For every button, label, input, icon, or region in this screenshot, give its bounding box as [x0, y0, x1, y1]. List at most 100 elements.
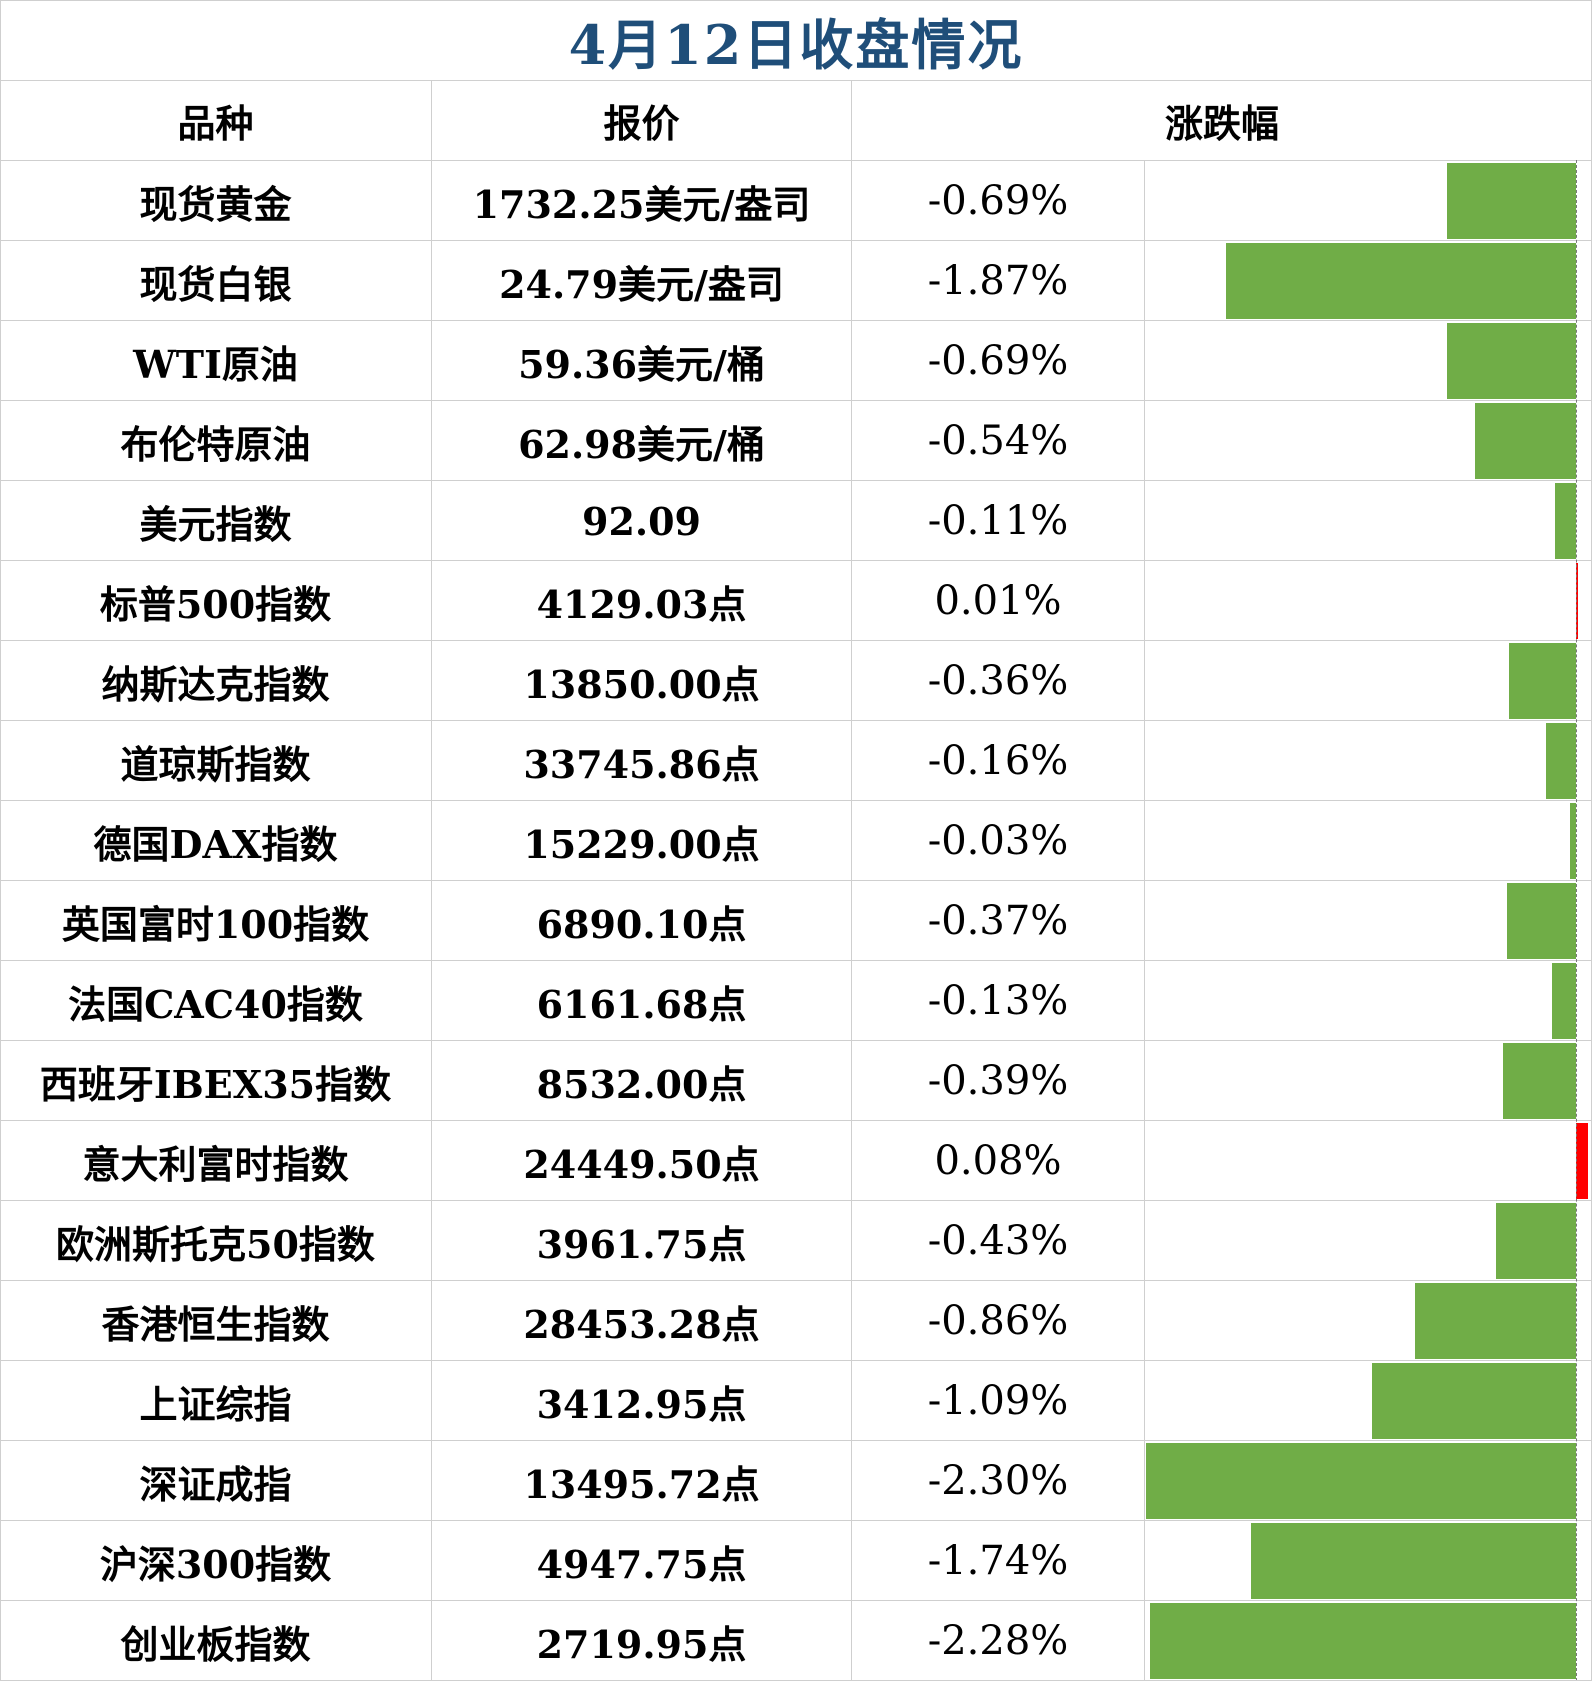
row-price: 4947.75点	[432, 1521, 852, 1601]
row-name: 道琼斯指数	[0, 721, 432, 801]
row-change-label: -0.43%	[852, 1201, 1145, 1281]
row-price: 62.98美元/桶	[432, 401, 852, 481]
row-price: 24.79美元/盎司	[432, 241, 852, 321]
header-change: 涨跌幅	[1164, 100, 1279, 146]
table-row: 德国DAX指数 15229.00点 -0.03%	[0, 800, 1592, 881]
change-bar-negative	[1475, 403, 1576, 479]
table-row: 美元指数 92.09 -0.11%	[0, 480, 1592, 561]
table-row: 标普500指数 4129.03点 0.01%	[0, 560, 1592, 641]
table-title: 4月12日收盘情况	[0, 0, 1592, 81]
change-bar-negative	[1226, 243, 1576, 319]
row-name: 现货黄金	[0, 161, 432, 241]
row-price: 6161.68点	[432, 961, 852, 1041]
row-price: 28453.28点	[432, 1281, 852, 1361]
table-row: 创业板指数 2719.95点 -2.28%	[0, 1600, 1592, 1681]
change-bar-negative	[1372, 1363, 1576, 1439]
table-row: WTI原油 59.36美元/桶 -0.69%	[0, 320, 1592, 401]
row-name: WTI原油	[0, 321, 432, 401]
change-bar-negative	[1555, 483, 1576, 559]
row-name: 德国DAX指数	[0, 801, 432, 881]
row-change-label: -0.13%	[852, 961, 1145, 1041]
row-name: 上证综指	[0, 1361, 432, 1441]
row-name: 意大利富时指数	[0, 1121, 432, 1201]
change-bar-negative	[1551, 963, 1576, 1039]
row-name: 布伦特原油	[0, 401, 432, 481]
change-bar-negative	[1149, 1603, 1576, 1679]
row-name: 创业板指数	[0, 1601, 432, 1681]
row-change-label: 0.08%	[852, 1121, 1145, 1201]
row-name: 纳斯达克指数	[0, 641, 432, 721]
table-row: 英国富时100指数 6890.10点 -0.37%	[0, 880, 1592, 961]
row-name: 英国富时100指数	[0, 881, 432, 961]
row-name: 深证成指	[0, 1441, 432, 1521]
change-bar-positive	[1576, 563, 1578, 639]
row-name: 欧洲斯托克50指数	[0, 1201, 432, 1281]
change-bar-negative	[1447, 323, 1576, 399]
row-change-label: -0.69%	[852, 321, 1145, 401]
row-change-label: 0.01%	[852, 561, 1145, 641]
row-price: 15229.00点	[432, 801, 852, 881]
change-bar-negative	[1146, 1443, 1576, 1519]
row-name: 现货白银	[0, 241, 432, 321]
table-row: 上证综指 3412.95点 -1.09%	[0, 1360, 1592, 1441]
header-name: 品种	[0, 80, 432, 160]
row-price: 13495.72点	[432, 1441, 852, 1521]
row-price: 3412.95点	[432, 1361, 852, 1441]
row-change-label: -0.11%	[852, 481, 1145, 561]
change-bar-negative	[1503, 1043, 1576, 1119]
row-price: 33745.86点	[432, 721, 852, 801]
row-change-label: -0.54%	[852, 401, 1145, 481]
change-bar-positive	[1576, 1123, 1588, 1199]
row-change-label: -0.03%	[852, 801, 1145, 881]
row-change-label: -0.39%	[852, 1041, 1145, 1121]
row-price: 92.09	[432, 481, 852, 561]
row-name: 美元指数	[0, 481, 432, 561]
row-name: 西班牙IBEX35指数	[0, 1041, 432, 1121]
row-change-label: -0.86%	[852, 1281, 1145, 1361]
row-price: 4129.03点	[432, 561, 852, 641]
row-change-label: -1.87%	[852, 241, 1145, 321]
table-row: 现货白银 24.79美元/盎司 -1.87%	[0, 240, 1592, 321]
table-row: 纳斯达克指数 13850.00点 -0.36%	[0, 640, 1592, 721]
row-price: 3961.75点	[432, 1201, 852, 1281]
row-price: 8532.00点	[432, 1041, 852, 1121]
row-price: 2719.95点	[432, 1601, 852, 1681]
change-bar-negative	[1546, 723, 1576, 799]
row-name: 标普500指数	[0, 561, 432, 641]
row-change-label: -0.36%	[852, 641, 1145, 721]
row-name: 法国CAC40指数	[0, 961, 432, 1041]
table-row: 沪深300指数 4947.75点 -1.74%	[0, 1520, 1592, 1601]
table-row: 欧洲斯托克50指数 3961.75点 -0.43%	[0, 1200, 1592, 1281]
row-price: 1732.25美元/盎司	[432, 161, 852, 241]
change-bar-negative	[1250, 1523, 1576, 1599]
row-price: 59.36美元/桶	[432, 321, 852, 401]
row-price: 6890.10点	[432, 881, 852, 961]
table-row: 道琼斯指数 33745.86点 -0.16%	[0, 720, 1592, 801]
change-bar-negative	[1447, 163, 1576, 239]
change-bar-negative	[1495, 1203, 1576, 1279]
row-change-label: -0.69%	[852, 161, 1145, 241]
table-row: 现货黄金 1732.25美元/盎司 -0.69%	[0, 160, 1592, 241]
row-change-label: -1.74%	[852, 1521, 1145, 1601]
row-price: 24449.50点	[432, 1121, 852, 1201]
header-price: 报价	[432, 80, 852, 160]
row-change-label: -0.16%	[852, 721, 1145, 801]
row-change-label: -1.09%	[852, 1361, 1145, 1441]
row-name: 沪深300指数	[0, 1521, 432, 1601]
table-row: 深证成指 13495.72点 -2.30%	[0, 1440, 1592, 1521]
change-bar-negative	[1506, 883, 1576, 959]
row-price: 13850.00点	[432, 641, 852, 721]
table-row: 布伦特原油 62.98美元/桶 -0.54%	[0, 400, 1592, 481]
change-bar-negative	[1570, 803, 1576, 879]
row-change-label: -2.28%	[852, 1601, 1145, 1681]
table-row: 法国CAC40指数 6161.68点 -0.13%	[0, 960, 1592, 1041]
change-bar-negative	[1415, 1283, 1576, 1359]
zero-axis-line	[1576, 160, 1577, 1681]
row-change-label: -0.37%	[852, 881, 1145, 961]
table-row: 西班牙IBEX35指数 8532.00点 -0.39%	[0, 1040, 1592, 1121]
table-row: 意大利富时指数 24449.50点 0.08%	[0, 1120, 1592, 1201]
table-row: 香港恒生指数 28453.28点 -0.86%	[0, 1280, 1592, 1361]
row-name: 香港恒生指数	[0, 1281, 432, 1361]
change-bar-negative	[1508, 643, 1576, 719]
